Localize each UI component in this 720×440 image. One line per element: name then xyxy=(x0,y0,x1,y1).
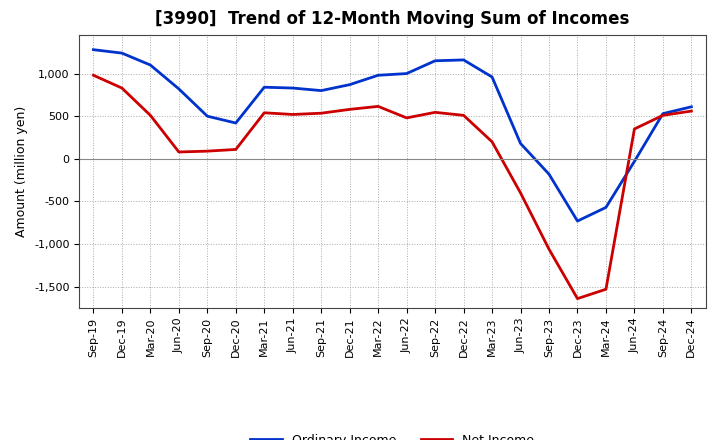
Net Income xyxy=(260,110,269,115)
Net Income xyxy=(573,296,582,301)
Ordinary Income xyxy=(374,73,382,78)
Net Income xyxy=(317,110,325,116)
Net Income xyxy=(659,113,667,118)
Ordinary Income xyxy=(659,111,667,116)
Net Income xyxy=(459,113,468,118)
Net Income xyxy=(630,126,639,132)
Ordinary Income xyxy=(687,104,696,110)
Ordinary Income xyxy=(602,205,611,210)
Net Income xyxy=(402,115,411,121)
Ordinary Income xyxy=(232,121,240,126)
Net Income xyxy=(174,149,183,154)
Ordinary Income xyxy=(117,51,126,56)
Ordinary Income xyxy=(289,85,297,91)
Ordinary Income xyxy=(402,71,411,76)
Ordinary Income xyxy=(146,62,155,68)
Net Income xyxy=(487,139,496,144)
Legend: Ordinary Income, Net Income: Ordinary Income, Net Income xyxy=(246,429,539,440)
Ordinary Income xyxy=(573,218,582,224)
Net Income xyxy=(545,246,554,252)
Net Income xyxy=(516,190,525,195)
Net Income xyxy=(232,147,240,152)
Net Income xyxy=(374,104,382,109)
Y-axis label: Amount (million yen): Amount (million yen) xyxy=(15,106,28,237)
Ordinary Income xyxy=(459,57,468,62)
Ordinary Income xyxy=(89,47,98,52)
Net Income xyxy=(431,110,439,115)
Ordinary Income xyxy=(545,172,554,177)
Title: [3990]  Trend of 12-Month Moving Sum of Incomes: [3990] Trend of 12-Month Moving Sum of I… xyxy=(156,10,629,28)
Net Income xyxy=(89,73,98,78)
Line: Ordinary Income: Ordinary Income xyxy=(94,50,691,221)
Line: Net Income: Net Income xyxy=(94,75,691,299)
Ordinary Income xyxy=(346,82,354,87)
Ordinary Income xyxy=(487,74,496,80)
Net Income xyxy=(146,113,155,118)
Net Income xyxy=(289,112,297,117)
Net Income xyxy=(346,107,354,112)
Net Income xyxy=(687,108,696,114)
Ordinary Income xyxy=(431,58,439,63)
Ordinary Income xyxy=(260,84,269,90)
Net Income xyxy=(203,149,212,154)
Ordinary Income xyxy=(317,88,325,93)
Ordinary Income xyxy=(630,159,639,164)
Ordinary Income xyxy=(203,114,212,119)
Ordinary Income xyxy=(174,86,183,92)
Net Income xyxy=(117,85,126,91)
Net Income xyxy=(602,286,611,292)
Ordinary Income xyxy=(516,141,525,146)
